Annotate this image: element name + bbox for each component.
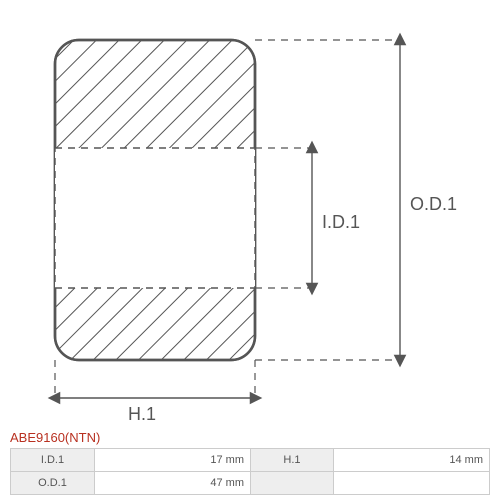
table-row: I.D.1 17 mm H.1 14 mm	[11, 449, 490, 472]
cell-empty	[333, 472, 489, 495]
part-number: ABE9160(NTN)	[10, 430, 100, 445]
cell-h1-value: 14 mm	[333, 449, 489, 472]
cell-id1-label: I.D.1	[11, 449, 95, 472]
bore-outline	[55, 148, 255, 288]
hatch-top	[55, 40, 255, 148]
label-od1: O.D.1	[410, 194, 457, 214]
dimensions-table: I.D.1 17 mm H.1 14 mm O.D.1 47 mm	[10, 448, 490, 495]
label-id1: I.D.1	[322, 212, 360, 232]
bearing-diagram: O.D.1 I.D.1 H.1	[0, 0, 500, 430]
cell-h1-label: H.1	[251, 449, 334, 472]
cell-id1-value: 17 mm	[94, 449, 250, 472]
cell-od1-value: 47 mm	[94, 472, 250, 495]
cell-empty	[251, 472, 334, 495]
hatch-bottom	[55, 288, 255, 360]
label-h1: H.1	[128, 404, 156, 424]
table-row: O.D.1 47 mm	[11, 472, 490, 495]
cell-od1-label: O.D.1	[11, 472, 95, 495]
